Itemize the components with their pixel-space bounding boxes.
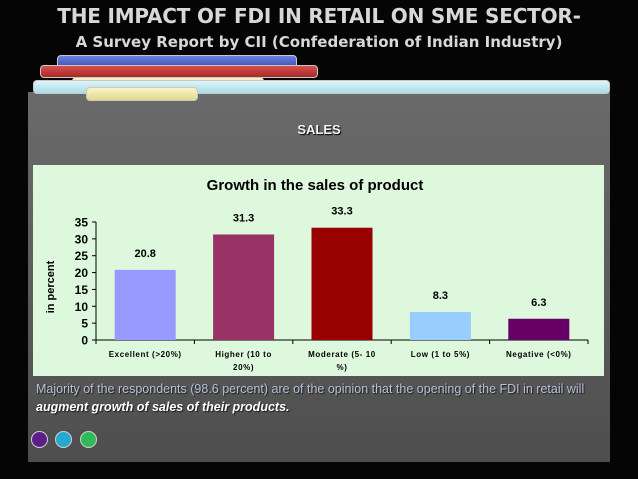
section-label: SALES [297, 122, 341, 137]
x-tick-label: Negative (<0%) [506, 350, 572, 359]
bar [213, 234, 275, 340]
data-label: 6.3 [531, 297, 546, 309]
y-axis-label: in percent [45, 260, 57, 313]
bar [114, 269, 176, 340]
x-tick-label: Moderate (5- 10 [308, 350, 376, 359]
chart-area: Growth in the sales of product in percen… [33, 165, 604, 376]
y-tick-label: 5 [81, 317, 88, 331]
slide-subtitle: A Survey Report by CII (Confederation of… [75, 33, 563, 51]
y-tick-label: 0 [81, 334, 88, 348]
decorative-bar-yellow [86, 87, 198, 101]
y-tick-label: 25 [75, 249, 89, 263]
caption: Majority of the respondents (98.6 percen… [36, 380, 601, 416]
bar-chart: Growth in the sales of product in percen… [45, 177, 589, 372]
x-tick-label: %) [337, 363, 348, 372]
data-label: 33.3 [331, 206, 352, 218]
slide-title: THE IMPACT OF FDI IN RETAIL ON SME SECTO… [57, 4, 581, 28]
bar [311, 227, 373, 340]
x-tick-label: Low (1 to 5%) [411, 350, 470, 359]
nav-dot-purple[interactable] [31, 431, 48, 448]
chart-title: Growth in the sales of product [207, 177, 424, 194]
y-tick-label: 35 [75, 216, 89, 230]
data-label: 31.3 [233, 212, 254, 224]
x-tick-label: Higher (10 to [215, 350, 272, 359]
y-tick-label: 10 [75, 300, 89, 314]
y-tick-label: 20 [75, 266, 89, 280]
caption-emphasis: augment growth of sales of their product… [36, 400, 290, 414]
y-tick-label: 30 [75, 232, 89, 246]
bar [508, 318, 570, 340]
bar [409, 312, 471, 340]
y-tick-label: 15 [75, 283, 89, 297]
nav-dot-cyan[interactable] [55, 431, 72, 448]
x-tick-label: Excellent (>20%) [109, 350, 182, 359]
data-label: 8.3 [433, 290, 448, 302]
nav-dot-green[interactable] [80, 431, 97, 448]
x-tick-label: 20%) [233, 363, 254, 372]
data-label: 20.8 [134, 248, 155, 260]
caption-text: Majority of the respondents (98.6 percen… [36, 382, 585, 396]
